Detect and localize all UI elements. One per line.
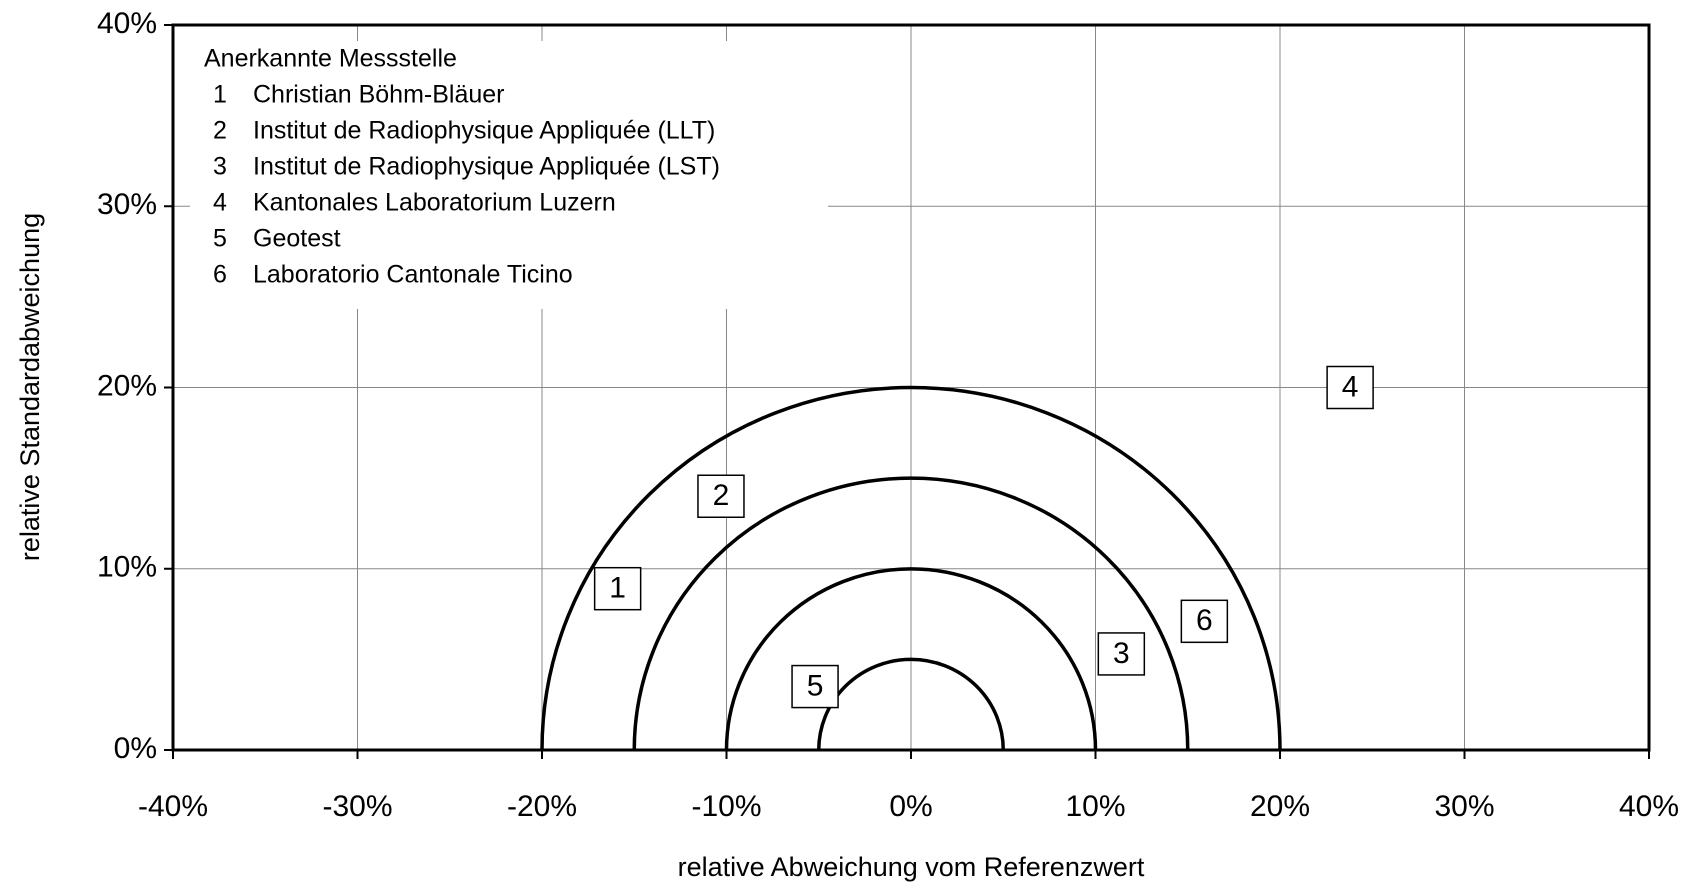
tolerance-arc [540, 385, 1282, 751]
x-tick-label: 0% [889, 790, 932, 823]
tolerance-arc [817, 657, 1005, 751]
point-box [791, 664, 839, 709]
point-box [593, 566, 642, 611]
point-label: 6 [1196, 604, 1213, 637]
legend-number: 1 [213, 81, 227, 109]
tolerance-arc [632, 476, 1190, 751]
x-axis-title: relative Abweichung vom Referenzwert [678, 852, 1145, 882]
x-tick-label: -40% [138, 790, 208, 823]
point-box [697, 474, 745, 518]
legend-title: Anerkannte Messstelle [204, 45, 457, 73]
y-axis-title: relative Standardabweichung [15, 213, 45, 561]
point-label: 2 [713, 479, 730, 512]
x-tick-label: -30% [322, 790, 392, 823]
plot-frame [171, 23, 1651, 752]
legend-name: Christian Böhm-Bläuer [253, 81, 505, 109]
legend-number: 6 [213, 261, 227, 289]
points: 1 2 3 4 5 6 [593, 365, 1374, 709]
y-tick-label: 40% [97, 7, 157, 40]
y-tick-label: 10% [97, 551, 157, 584]
legend-name: Laboratorio Cantonale Ticino [253, 261, 573, 289]
legend-number: 3 [213, 153, 227, 181]
point-box [1180, 599, 1229, 644]
legend: Anerkannte Messstelle 1 Christian Böhm-Bl… [204, 45, 720, 289]
x-tick-label: 30% [1434, 790, 1494, 823]
tolerance-arc [724, 567, 1098, 751]
legend-name: Institut de Radiophysique Appliquée (LST… [253, 153, 720, 181]
x-tick-label: -10% [691, 790, 761, 823]
legend-name: Kantonales Laboratorium Luzern [253, 189, 616, 217]
x-tick-label: 10% [1065, 790, 1125, 823]
x-tick-label: 20% [1250, 790, 1310, 823]
x-tick-label: 40% [1619, 790, 1679, 823]
point-box [1326, 365, 1374, 410]
legend-name: Institut de Radiophysique Appliquée (LLT… [253, 117, 715, 145]
point-label: 1 [609, 572, 626, 605]
legend-number: 4 [213, 189, 227, 217]
legend-number: 2 [213, 117, 227, 145]
legend-name: Geotest [253, 225, 341, 253]
y-tick-label: 20% [97, 369, 157, 402]
y-tick-label: 0% [114, 732, 157, 765]
point-label: 3 [1113, 637, 1130, 670]
legend-number: 5 [213, 225, 227, 253]
legend-box [190, 41, 828, 309]
x-tick-label: -20% [507, 790, 577, 823]
point-box [1097, 632, 1146, 676]
point-label: 5 [807, 669, 824, 702]
point-label: 4 [1342, 370, 1359, 403]
y-tick-label: 30% [97, 188, 157, 221]
marks [540, 385, 1282, 751]
